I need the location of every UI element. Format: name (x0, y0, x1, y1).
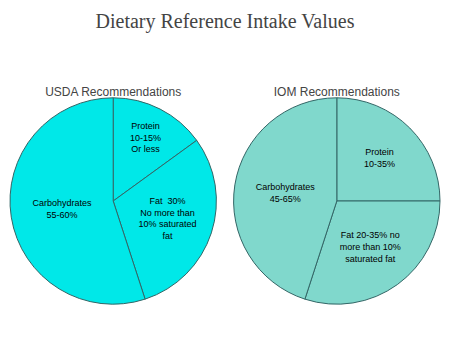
svg-text:Fat 20-35% nomore than 10%satu: Fat 20-35% nomore than 10%saturated fat (340, 230, 401, 263)
svg-text:Carbohydrates55-60%: Carbohydrates55-60% (32, 198, 92, 220)
svg-text:Carbohydrates45-65%: Carbohydrates45-65% (256, 182, 316, 204)
svg-text:USDA Recommendations: USDA Recommendations (45, 85, 181, 99)
svg-text:IOM Recommendations: IOM Recommendations (274, 85, 400, 99)
svg-text:Protein10-15%Or less: Protein10-15%Or less (130, 121, 161, 154)
svg-text:Protein10-35%: Protein10-35% (364, 147, 395, 169)
svg-text:Dietary Reference Intake Value: Dietary Reference Intake Values (96, 10, 355, 33)
svg-text:Fat 30%No more than10% satura: Fat 30%No more than10% saturatedfat (138, 196, 196, 241)
